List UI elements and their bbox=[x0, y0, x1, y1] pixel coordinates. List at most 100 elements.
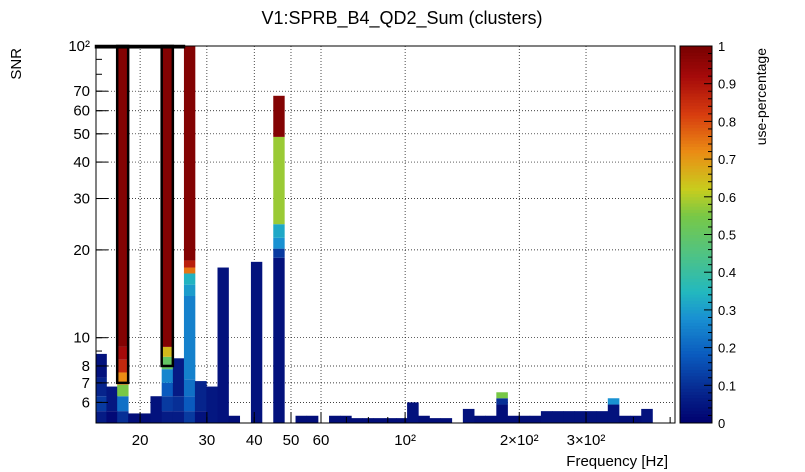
x-tick-label: 10² bbox=[394, 432, 416, 449]
y-tick-label: 10 bbox=[73, 330, 90, 347]
y-tick-label: 60 bbox=[73, 103, 90, 120]
heatmap-cell bbox=[183, 379, 196, 397]
colorbar-segment bbox=[680, 256, 712, 261]
colorbar-segment bbox=[680, 152, 712, 157]
heatmap-cell bbox=[496, 404, 508, 423]
heatmap-cell bbox=[496, 392, 508, 399]
heatmap-cell bbox=[161, 46, 174, 347]
colorbar-segment bbox=[680, 209, 712, 213]
x-tick-label: 2×10² bbox=[500, 432, 539, 449]
colorbar-segment bbox=[680, 240, 712, 245]
colorbar-segment bbox=[680, 413, 712, 418]
colorbar-tick-label: 0.9 bbox=[718, 77, 736, 92]
heatmap-cell bbox=[161, 369, 174, 383]
colorbar-tick-label: 0.7 bbox=[718, 152, 736, 167]
heatmap-cell bbox=[529, 415, 542, 423]
colorbar-segment bbox=[680, 366, 712, 370]
y-tick-label: 50 bbox=[73, 126, 90, 143]
colorbar-segment bbox=[680, 281, 712, 286]
heatmap-cell bbox=[429, 418, 441, 423]
colorbar-segment bbox=[680, 108, 712, 113]
heatmap-cell bbox=[161, 411, 174, 423]
colorbar-segment bbox=[680, 297, 712, 301]
y-tick-label: 40 bbox=[73, 154, 90, 171]
heatmap-cell bbox=[117, 411, 129, 423]
colorbar-segment bbox=[680, 149, 712, 154]
colorbar-segment bbox=[680, 253, 712, 257]
colorbar-segment bbox=[680, 407, 712, 411]
colorbar-tick-label: 0 bbox=[718, 416, 725, 431]
heatmap-cell bbox=[552, 411, 564, 423]
y-tick-label: 20 bbox=[73, 242, 90, 259]
colorbar-segment bbox=[680, 357, 712, 361]
heatmap-cell bbox=[183, 267, 196, 274]
y-tick-label: 8 bbox=[82, 358, 90, 375]
heatmap-cell bbox=[574, 411, 586, 423]
colorbar-segment bbox=[680, 347, 712, 352]
colorbar-segment bbox=[680, 322, 712, 327]
heatmap-cell bbox=[106, 411, 118, 423]
heatmap-cell bbox=[518, 415, 531, 423]
colorbar-segment bbox=[680, 218, 712, 223]
colorbar-segment bbox=[680, 67, 712, 72]
heatmap-cell bbox=[273, 136, 285, 225]
colorbar-segment bbox=[680, 74, 712, 78]
colorbar-segment bbox=[680, 272, 712, 276]
colorbar-segment bbox=[680, 259, 712, 264]
colorbar-segment bbox=[680, 171, 712, 176]
heatmap-cell bbox=[496, 398, 508, 405]
colorbar-segment bbox=[680, 360, 712, 364]
heatmap-cell bbox=[128, 413, 140, 423]
colorbar-segment bbox=[680, 404, 712, 408]
colorbar-tick-label: 0.4 bbox=[718, 265, 736, 280]
colorbar-segment bbox=[680, 111, 712, 116]
colorbar-label: use-percentage bbox=[753, 48, 769, 146]
colorbar-segment bbox=[680, 86, 712, 91]
colorbar-segment bbox=[680, 46, 712, 50]
colorbar-segment bbox=[680, 221, 712, 226]
colorbar-segment bbox=[680, 369, 712, 374]
x-tick-label: 30 bbox=[199, 432, 216, 449]
colorbar-segment bbox=[680, 372, 712, 377]
heatmap-cell bbox=[117, 384, 129, 397]
heatmap-cell bbox=[250, 261, 263, 423]
heatmap-cell bbox=[161, 396, 174, 412]
colorbar-segment bbox=[680, 237, 712, 242]
colorbar-segment bbox=[680, 99, 712, 103]
heatmap-cell bbox=[161, 382, 174, 397]
colorbar-segment bbox=[680, 64, 712, 69]
heatmap-cell bbox=[183, 260, 196, 268]
y-tick-label: 10² bbox=[68, 38, 90, 55]
heatmap-cell bbox=[172, 396, 185, 412]
y-tick-label: 6 bbox=[82, 394, 90, 411]
colorbar-segment bbox=[680, 303, 712, 308]
colorbar-segment bbox=[680, 335, 712, 339]
colorbar-segment bbox=[680, 83, 712, 88]
heatmap-cell bbox=[96, 411, 107, 423]
colorbar-segment bbox=[680, 353, 712, 358]
heatmap-cell bbox=[172, 358, 185, 397]
colorbar-segment bbox=[680, 385, 712, 389]
colorbar-segment bbox=[680, 140, 712, 144]
colorbar-segment bbox=[680, 275, 712, 279]
heatmap-cell bbox=[228, 415, 241, 423]
heatmap-cell bbox=[206, 386, 218, 423]
heatmap-cell bbox=[183, 295, 196, 380]
heatmap-cell bbox=[306, 415, 319, 423]
colorbar-segment bbox=[680, 146, 712, 151]
colorbar-segment bbox=[680, 133, 712, 138]
heatmap-cell bbox=[563, 411, 575, 423]
colorbar-segment bbox=[680, 55, 712, 59]
colorbar-segment bbox=[680, 71, 712, 75]
colorbar-segment bbox=[680, 89, 712, 94]
heatmap-cell bbox=[273, 248, 285, 258]
colorbar-segment bbox=[680, 262, 712, 267]
heatmap-cell bbox=[161, 346, 174, 357]
x-axis-label: Frequency [Hz] bbox=[566, 453, 668, 470]
colorbar-segment bbox=[680, 338, 712, 342]
colorbar-segment bbox=[680, 328, 712, 333]
x-tick-label: 20 bbox=[132, 432, 149, 449]
heatmap-cell bbox=[183, 284, 196, 296]
heatmap-cell bbox=[117, 346, 129, 360]
colorbar-segment bbox=[680, 375, 712, 380]
